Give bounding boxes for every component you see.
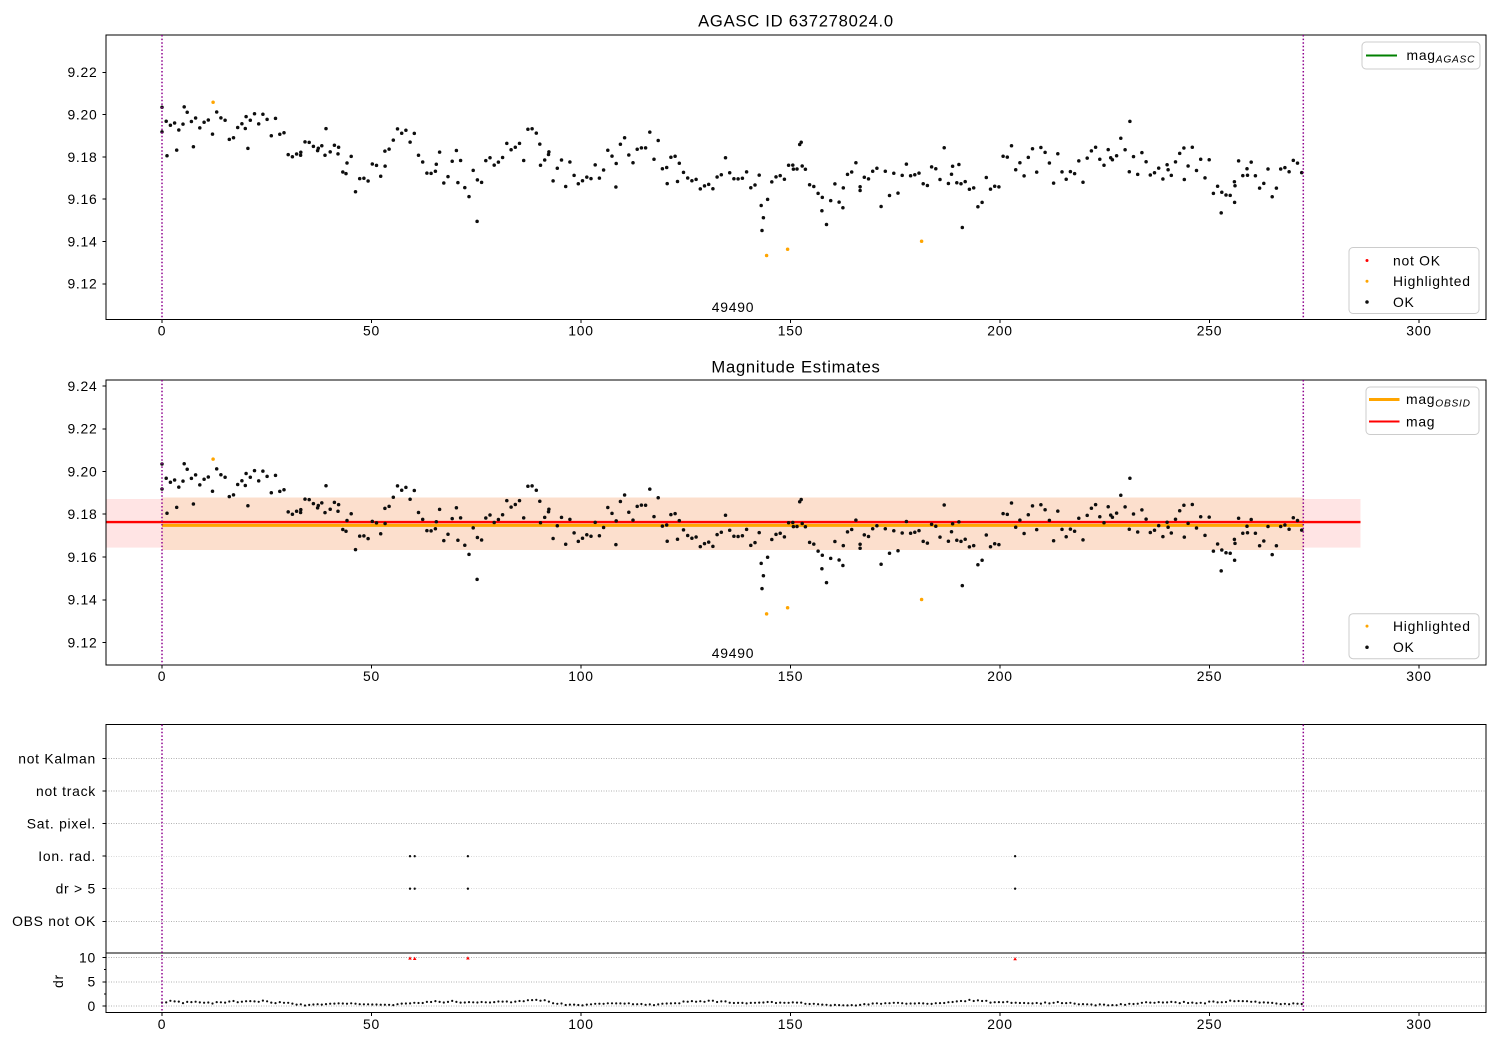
svg-text:9.16: 9.16 [67,549,97,565]
svg-text:0: 0 [158,323,166,339]
svg-text:AGASC ID 637278024.0: AGASC ID 637278024.0 [698,12,894,31]
svg-text:not track: not track [36,783,96,799]
svg-text:Sat. pixel.: Sat. pixel. [27,816,96,832]
svg-text:9.12: 9.12 [67,634,97,650]
svg-text:300: 300 [1406,668,1431,684]
svg-text:dr > 5: dr > 5 [56,881,96,897]
svg-text:9.20: 9.20 [67,463,97,479]
svg-text:Magnitude Estimates: Magnitude Estimates [711,357,880,376]
svg-text:9.16: 9.16 [67,191,97,207]
svg-text:dr: dr [50,974,66,988]
svg-text:mag: mag [1406,413,1435,429]
svg-text:200: 200 [987,323,1012,339]
svg-text:5: 5 [88,974,96,990]
svg-text:50: 50 [363,668,380,684]
svg-text:100: 100 [568,1016,593,1032]
svg-text:300: 300 [1406,1016,1431,1032]
svg-text:9.22: 9.22 [67,64,97,80]
svg-text:0: 0 [88,998,96,1014]
svg-text:300: 300 [1406,323,1431,339]
svg-text:Highlighted: Highlighted [1393,273,1471,289]
svg-text:49490: 49490 [712,645,754,661]
svg-text:OBS not OK: OBS not OK [12,913,96,929]
svg-text:250: 250 [1197,1016,1222,1032]
svg-text:50: 50 [363,1016,380,1032]
svg-text:9.14: 9.14 [67,233,97,249]
svg-text:150: 150 [778,668,803,684]
svg-text:9.24: 9.24 [67,378,97,394]
svg-text:9.18: 9.18 [67,506,97,522]
svg-text:0: 0 [158,1016,166,1032]
svg-text:100: 100 [568,668,593,684]
svg-text:50: 50 [363,323,380,339]
svg-text:9.20: 9.20 [67,107,97,123]
svg-text:OK: OK [1393,639,1415,655]
svg-text:9.22: 9.22 [67,421,97,437]
svg-text:9.18: 9.18 [67,149,97,165]
svg-text:Ion. rad.: Ion. rad. [38,848,96,864]
svg-text:150: 150 [778,1016,803,1032]
svg-text:10: 10 [79,949,96,965]
svg-text:150: 150 [778,323,803,339]
svg-text:9.12: 9.12 [67,276,97,292]
svg-text:100: 100 [568,323,593,339]
svg-text:9.14: 9.14 [67,592,97,608]
svg-text:0: 0 [158,668,166,684]
svg-text:250: 250 [1197,668,1222,684]
svg-text:Highlighted: Highlighted [1393,618,1471,634]
svg-text:200: 200 [987,668,1012,684]
svg-text:250: 250 [1197,323,1222,339]
svg-text:200: 200 [987,1016,1012,1032]
svg-text:not Kalman: not Kalman [18,750,96,766]
svg-text:not OK: not OK [1393,252,1441,268]
svg-text:49490: 49490 [712,299,754,315]
svg-text:OK: OK [1393,294,1415,310]
